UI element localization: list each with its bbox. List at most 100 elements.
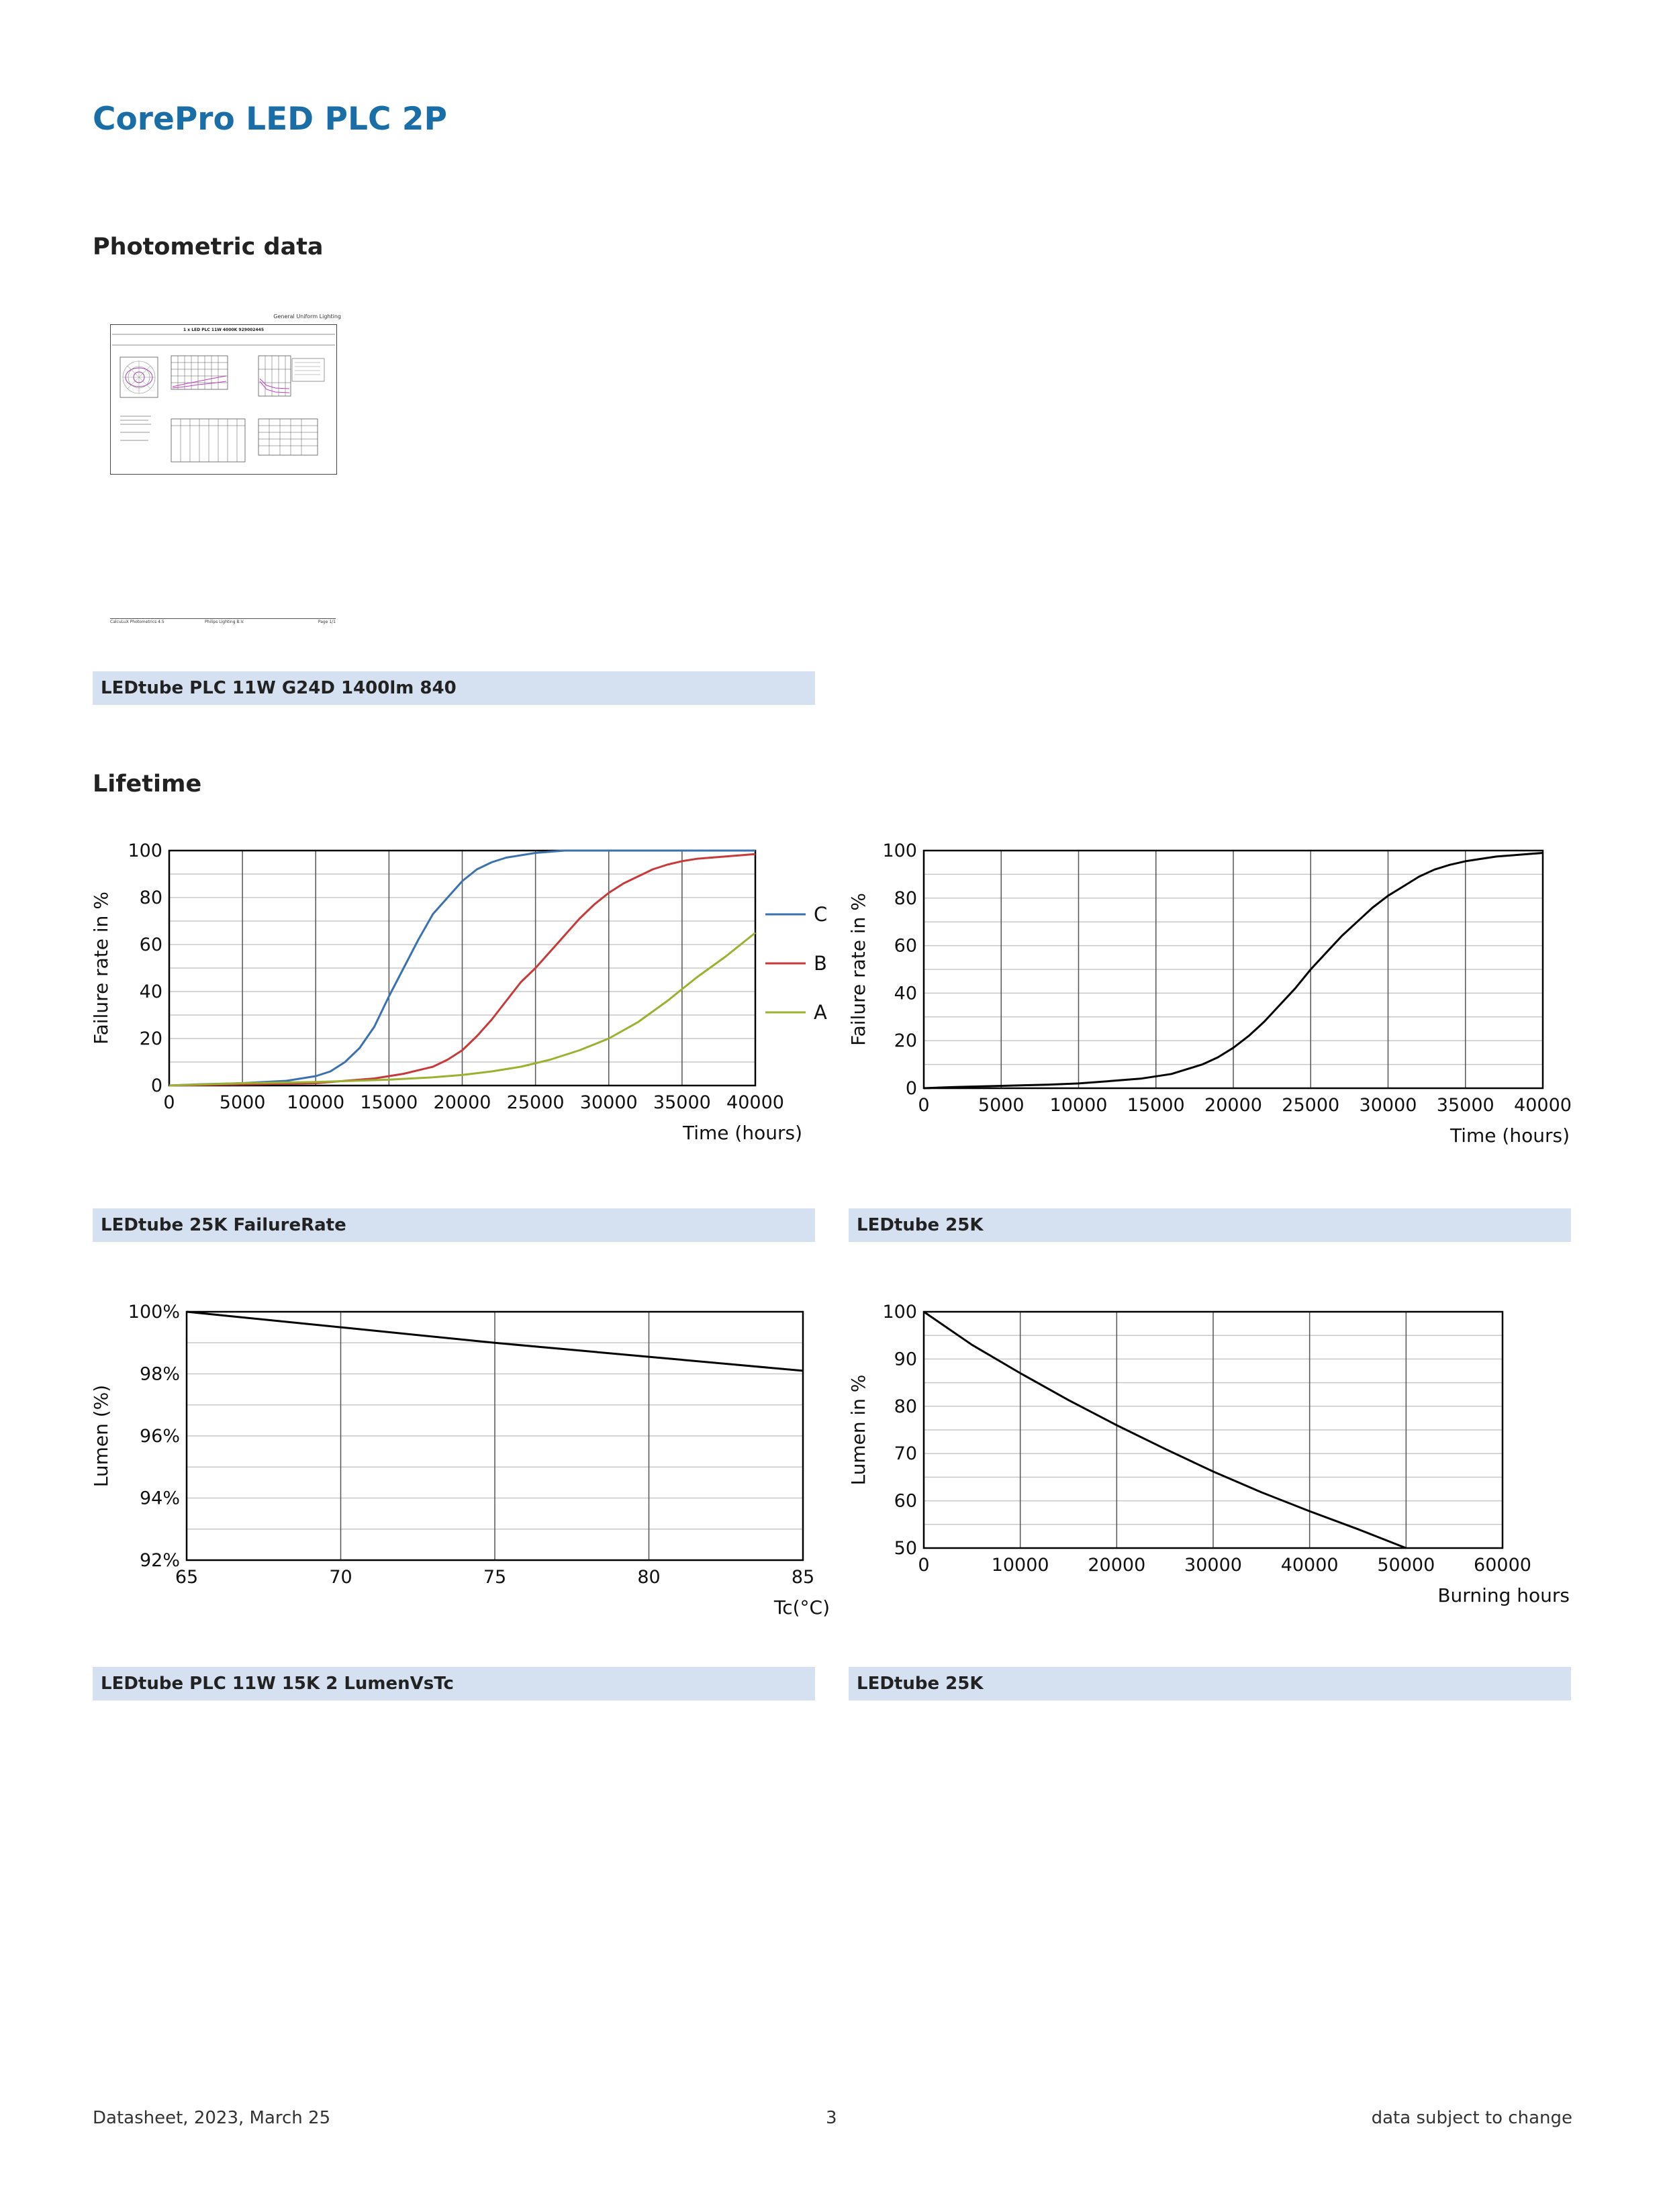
series-line-a	[169, 932, 756, 1087]
series-line-main	[923, 852, 1543, 1090]
series-line-c	[169, 849, 755, 1087]
x-tick-label: 20000	[1088, 1555, 1145, 1576]
thumbnail-table-right	[258, 418, 318, 456]
x-tick-label: 75	[483, 1567, 506, 1588]
thumbnail-footer-left: CalcuLuX Photometrics 4.5	[110, 620, 164, 624]
x-tick-label: 50000	[1377, 1555, 1435, 1576]
x-tick-label: 10000	[992, 1555, 1049, 1576]
x-tick-label: 80	[637, 1567, 660, 1588]
x-tick-label: 30000	[1360, 1095, 1417, 1116]
y-axis-label: Failure rate in %	[847, 893, 869, 1046]
y-tick-label: 60	[894, 936, 917, 957]
y-tick-label: 100%	[128, 1302, 180, 1323]
x-tick-label: 5000	[978, 1095, 1025, 1116]
section-heading-photometric: Photometric data	[93, 234, 324, 260]
x-tick-label: 40000	[726, 1092, 784, 1113]
y-tick-label: 20	[894, 1030, 917, 1051]
series-line-b	[169, 853, 756, 1087]
plot-frame	[168, 849, 757, 1087]
y-tick-label: 40	[894, 983, 917, 1004]
x-tick-label: 40000	[1514, 1095, 1572, 1116]
x-tick-label: 25000	[1282, 1095, 1339, 1116]
page-title: CorePro LED PLC 2P	[93, 101, 447, 138]
section-heading-lifetime: Lifetime	[93, 771, 202, 798]
y-tick-label: 90	[894, 1349, 917, 1369]
legend-label-a: A	[814, 1001, 827, 1024]
thumbnail-table-left	[171, 418, 246, 463]
y-tick-label: 80	[894, 1396, 917, 1417]
thumbnail-frame: 1 x LED PLC 11W 4000K 929002445	[110, 324, 337, 475]
y-axis-label: Failure rate in %	[90, 892, 112, 1045]
x-tick-label: 0	[918, 1555, 929, 1576]
x-axis-label: Time (hours)	[682, 1122, 802, 1144]
series-line-main	[923, 1310, 1407, 1549]
thumbnail-graphics	[112, 334, 335, 463]
y-tick-label: 94%	[140, 1488, 180, 1509]
footer-left: Datasheet, 2023, March 25	[93, 2108, 331, 2128]
y-axis-label: Lumen in %	[847, 1374, 869, 1485]
chart-failure-rate-25k: 0 20 40 60 80 100 0 5000 10000 15000 20000 25000 300…	[847, 840, 1572, 1147]
y-tick-label: 60	[140, 934, 162, 955]
thumbnail-footer-right: Page 1/1	[318, 620, 336, 624]
x-axis-label: Tc(°C)	[773, 1596, 830, 1619]
photometric-thumbnail: General Uniform Lighting 1 x LED PLC 11W…	[107, 312, 341, 628]
x-tick-label: 25000	[507, 1092, 565, 1113]
x-tick-label: 10000	[287, 1092, 344, 1113]
y-tick-label: 100	[882, 1302, 917, 1323]
x-tick-label: 65	[175, 1567, 198, 1588]
y-tick-label: 100	[882, 840, 917, 861]
x-tick-label: 20000	[1204, 1095, 1262, 1116]
thumbnail-footer-center: Philips Lighting B.V.	[205, 620, 244, 624]
y-tick-label: 100	[128, 840, 162, 861]
thumbnail-subtitle: 1 x LED PLC 11W 4000K 929002445	[183, 328, 264, 332]
thumbnail-header: General Uniform Lighting	[273, 314, 341, 320]
thumbnail-ugr-diagram	[258, 355, 325, 397]
y-tick-label: 40	[140, 981, 162, 1002]
caption-photometric: LEDtube PLC 11W G24D 1400lm 840	[93, 671, 815, 705]
x-tick-label: 35000	[1437, 1095, 1494, 1116]
y-tick-label: 0	[151, 1075, 162, 1096]
footer-page-number: 3	[826, 2108, 837, 2128]
chart-lumen-vs-tc: 92% 94% 96% 98% 100% 65 70 75 80 85 Tc(°C) Lumen (%…	[90, 1302, 830, 1619]
y-axis-label: Lumen (%)	[90, 1385, 112, 1487]
plot-frame	[922, 849, 1544, 1090]
plot-frame	[185, 1310, 804, 1561]
y-tick-label: 0	[906, 1078, 917, 1099]
x-tick-label: 85	[792, 1567, 814, 1588]
y-tick-label: 80	[140, 887, 162, 908]
y-tick-label: 60	[894, 1491, 917, 1512]
x-tick-label: 60000	[1474, 1555, 1531, 1576]
x-tick-label: 5000	[220, 1092, 266, 1113]
legend-label-c: C	[814, 903, 827, 926]
thumbnail-quantity-grid	[171, 355, 228, 390]
x-tick-label: 70	[329, 1567, 352, 1588]
thumbnail-polar-diagram	[120, 356, 158, 398]
thumbnail-footer-line	[110, 618, 336, 619]
y-tick-label: 96%	[140, 1426, 180, 1447]
x-tick-label: 30000	[580, 1092, 638, 1113]
x-tick-label: 0	[163, 1092, 175, 1113]
caption-lumen-vs-hours: LEDtube 25K	[849, 1667, 1571, 1700]
y-tick-label: 50	[894, 1538, 917, 1559]
x-tick-label: 35000	[653, 1092, 711, 1113]
thumbnail-text-lines	[120, 416, 151, 441]
chart-failure-rate-abc: 0 20 40 60 80 100 0 5000 10000 15000 20000 25000 300…	[90, 840, 827, 1144]
x-axis-label: Time (hours)	[1449, 1124, 1570, 1147]
chart-lumen-vs-hours: 50 60 70 80 90 100 0 10000 20000 30000 40000 50000 6…	[847, 1302, 1570, 1606]
y-tick-label: 20	[140, 1028, 162, 1049]
y-tick-label: 92%	[140, 1550, 180, 1571]
x-tick-label: 15000	[1127, 1095, 1185, 1116]
y-tick-label: 98%	[140, 1364, 180, 1385]
x-tick-label: 0	[918, 1095, 929, 1116]
footer-right: data subject to change	[1371, 2108, 1572, 2128]
legend-label-b: B	[814, 952, 827, 975]
caption-failure-rate-abc: LEDtube 25K FailureRate	[93, 1208, 815, 1242]
x-tick-label: 20000	[434, 1092, 491, 1113]
x-tick-label: 30000	[1184, 1555, 1242, 1576]
plot-frame	[922, 1310, 1504, 1549]
y-tick-label: 80	[894, 888, 917, 909]
x-tick-label: 40000	[1281, 1555, 1339, 1576]
y-tick-label: 70	[894, 1443, 917, 1464]
x-tick-label: 15000	[360, 1092, 418, 1113]
series-line-main	[186, 1310, 804, 1372]
